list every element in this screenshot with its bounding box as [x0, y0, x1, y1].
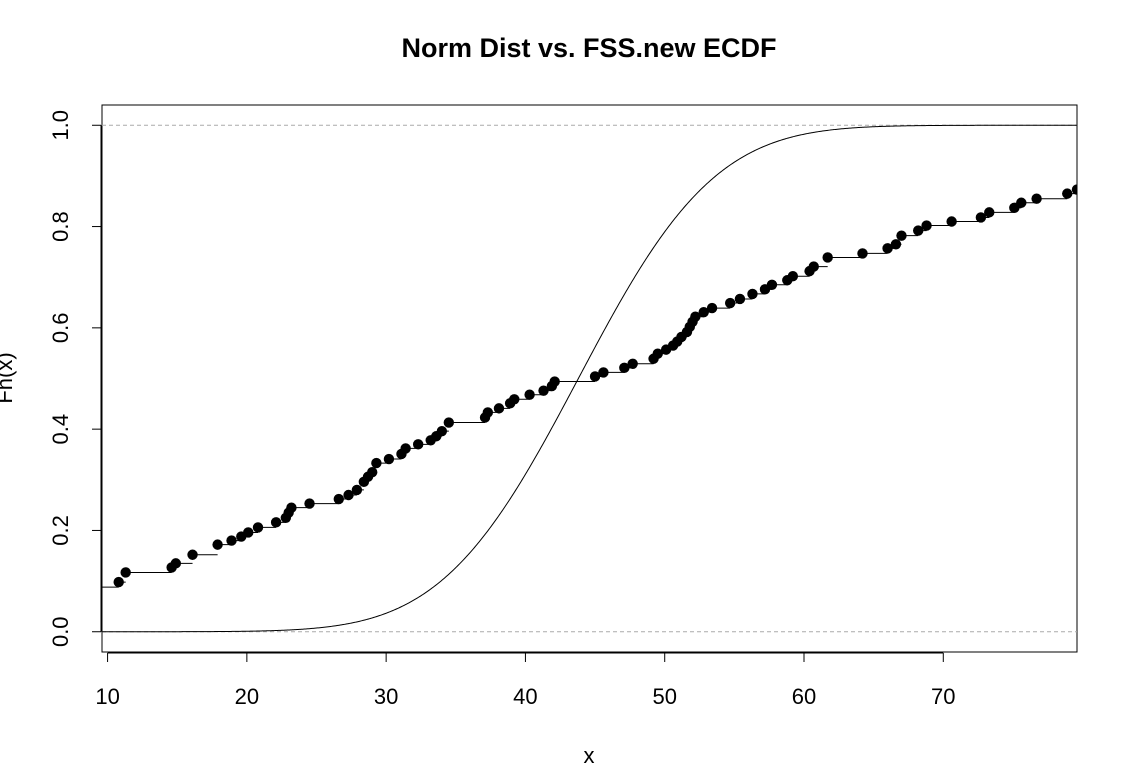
- ecdf-point: [252, 522, 264, 533]
- ecdf-point: [343, 489, 354, 501]
- y-axis-label: Fn(x): [0, 352, 17, 403]
- x-tick-label: 20: [235, 684, 259, 709]
- ecdf-point: [857, 248, 868, 259]
- normal-cdf-curve: [102, 124, 1077, 633]
- ecdf-point: [975, 212, 987, 223]
- x-tick-label: 70: [931, 684, 955, 709]
- ecdf-point: [808, 261, 819, 272]
- ecdf-point: [549, 376, 560, 387]
- ecdf-point: [706, 302, 718, 314]
- ecdf-point: [482, 407, 494, 418]
- ecdf-point: [766, 279, 778, 290]
- ecdf-point: [509, 394, 520, 405]
- ecdf-point: [598, 367, 609, 378]
- ecdf-point: [226, 535, 237, 546]
- plot-frame: [101, 104, 1078, 653]
- ecdf-point: [170, 558, 182, 569]
- ecdf-point: [734, 293, 746, 305]
- ecdf-point: [286, 502, 297, 513]
- ecdf-point: [187, 549, 198, 560]
- chart-title: Norm Dist vs. FSS.new ECDF: [401, 33, 776, 63]
- ecdf-point: [1031, 193, 1042, 204]
- ecdf-point: [351, 484, 363, 496]
- x-axis: 10 20 30 40 50 60 70: [95, 652, 956, 709]
- ecdf-point: [436, 425, 448, 437]
- ecdf-point: [367, 467, 378, 478]
- ecdf-point: [412, 439, 424, 450]
- x-axis-label: x: [584, 743, 595, 768]
- ecdf-point: [212, 539, 223, 550]
- ecdf-point: [896, 230, 907, 241]
- y-tick-label: 0.8: [48, 211, 73, 242]
- ecdf-point: [304, 498, 315, 509]
- x-tick-label: 60: [792, 684, 816, 709]
- ecdf-point: [538, 385, 549, 396]
- y-tick-label: 0.0: [48, 616, 73, 647]
- y-tick-label: 1.0: [48, 110, 73, 141]
- ecdf-point: [243, 527, 254, 538]
- x-tick-label: 30: [374, 684, 398, 709]
- ecdf-point: [371, 457, 382, 469]
- y-tick-label: 0.2: [48, 515, 73, 546]
- ecdf-point: [913, 225, 924, 236]
- ecdf-point: [882, 243, 893, 254]
- ecdf-point: [383, 453, 395, 465]
- ecdf-point: [400, 443, 411, 454]
- ecdf-point: [1071, 184, 1077, 195]
- ecdf-point: [747, 288, 758, 300]
- ecdf-point: [724, 297, 736, 309]
- ecdf-point: [113, 576, 124, 588]
- x-tick-label: 40: [513, 684, 537, 709]
- ecdf-point: [270, 517, 282, 528]
- ecdf-point: [890, 239, 902, 250]
- reference-lines: [102, 124, 1077, 633]
- ecdf-point: [619, 362, 630, 374]
- y-tick-label: 0.6: [48, 313, 73, 344]
- ecdf-point: [698, 306, 709, 318]
- x-tick-label: 10: [95, 684, 119, 709]
- ecdf-point: [1062, 188, 1073, 199]
- ecdf-point: [524, 389, 535, 400]
- ecdf-point: [443, 417, 455, 428]
- ecdf-point: [690, 311, 701, 322]
- ecdf-point: [589, 371, 601, 382]
- ecdf-point: [627, 358, 638, 370]
- ecdf-point: [493, 403, 505, 414]
- x-tick-label: 50: [652, 684, 676, 709]
- ecdf-point: [333, 493, 344, 505]
- ecdf-point: [1016, 197, 1027, 208]
- y-tick-label: 0.4: [48, 414, 73, 445]
- ecdf-point: [652, 348, 663, 359]
- ecdf-point: [984, 207, 995, 218]
- ecdf-point: [946, 216, 957, 227]
- ecdf-point: [120, 567, 131, 578]
- ecdf-point: [822, 252, 833, 263]
- ecdf-point: [787, 270, 799, 282]
- ecdf-point: [921, 220, 932, 231]
- y-axis: 0.0 0.2 0.4 0.6 0.8 1.0: [48, 110, 102, 647]
- plot-area: [102, 124, 1077, 633]
